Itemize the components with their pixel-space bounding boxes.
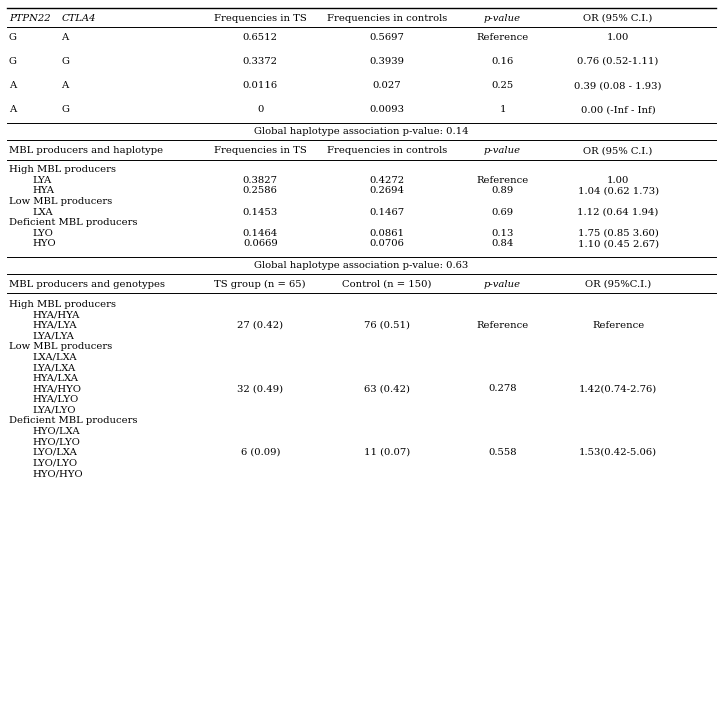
Text: G: G [9, 57, 17, 66]
Text: HYA/LYO: HYA/LYO [33, 395, 79, 404]
Text: 0.6512: 0.6512 [243, 33, 278, 42]
Text: High MBL producers: High MBL producers [9, 300, 116, 308]
Text: 0.0669: 0.0669 [243, 240, 278, 248]
Text: 0.89: 0.89 [492, 187, 513, 195]
Text: TS group (n = 65): TS group (n = 65) [215, 280, 306, 288]
Text: HYA/HYO: HYA/HYO [33, 385, 82, 393]
Text: 0: 0 [257, 105, 263, 114]
Text: 0.0093: 0.0093 [369, 105, 404, 114]
Text: HYA: HYA [33, 187, 54, 195]
Text: HYA/HYA: HYA/HYA [33, 310, 80, 319]
Text: 32 (0.49): 32 (0.49) [237, 385, 283, 393]
Text: Reference: Reference [592, 321, 644, 329]
Text: Low MBL producers: Low MBL producers [9, 342, 112, 351]
Text: 76 (0.51): 76 (0.51) [364, 321, 410, 329]
Text: A: A [61, 81, 69, 90]
Text: LYO/LYO: LYO/LYO [33, 459, 77, 467]
Text: A: A [9, 81, 16, 90]
Text: 0.1453: 0.1453 [243, 208, 278, 216]
Text: Deficient MBL producers: Deficient MBL producers [9, 416, 137, 425]
Text: 0.69: 0.69 [492, 208, 513, 216]
Text: LYA/LYO: LYA/LYO [33, 406, 76, 414]
Text: 0.3939: 0.3939 [369, 57, 404, 66]
Text: 0.1464: 0.1464 [243, 229, 278, 238]
Text: 1.12 (0.64 1.94): 1.12 (0.64 1.94) [578, 208, 659, 216]
Text: 0.278: 0.278 [488, 385, 517, 393]
Text: 0.027: 0.027 [372, 81, 401, 90]
Text: 11 (0.07): 11 (0.07) [364, 448, 410, 457]
Text: 0.0116: 0.0116 [243, 81, 278, 90]
Text: PTPN22: PTPN22 [9, 14, 51, 23]
Text: 0.39 (0.08 - 1.93): 0.39 (0.08 - 1.93) [574, 81, 662, 90]
Text: 0.2694: 0.2694 [369, 187, 404, 195]
Text: LYA: LYA [33, 176, 52, 185]
Text: LYA/LXA: LYA/LXA [33, 363, 76, 372]
Text: p-value: p-value [484, 280, 521, 288]
Text: 0.0706: 0.0706 [369, 240, 404, 248]
Text: 1.04 (0.62 1.73): 1.04 (0.62 1.73) [578, 187, 659, 195]
Text: LYO: LYO [33, 229, 54, 238]
Text: MBL producers and genotypes: MBL producers and genotypes [9, 280, 165, 288]
Text: Reference: Reference [476, 33, 529, 42]
Text: p-value: p-value [484, 14, 521, 23]
Text: 0.3372: 0.3372 [243, 57, 278, 66]
Text: 1.42(0.74-2.76): 1.42(0.74-2.76) [579, 385, 657, 393]
Text: Deficient MBL producers: Deficient MBL producers [9, 218, 137, 227]
Text: 0.4272: 0.4272 [369, 176, 404, 185]
Text: 0.0861: 0.0861 [369, 229, 404, 238]
Text: G: G [9, 33, 17, 42]
Text: LYA/LYA: LYA/LYA [33, 332, 74, 340]
Text: HYO: HYO [33, 240, 56, 248]
Text: 0.3827: 0.3827 [243, 176, 278, 185]
Text: 0.76 (0.52-1.11): 0.76 (0.52-1.11) [578, 57, 659, 66]
Text: OR (95% C.I.): OR (95% C.I.) [583, 146, 653, 155]
Text: Frequencies in TS: Frequencies in TS [214, 14, 307, 23]
Text: OR (95% C.I.): OR (95% C.I.) [583, 14, 653, 23]
Text: MBL producers and haplotype: MBL producers and haplotype [9, 146, 163, 155]
Text: 0.16: 0.16 [492, 57, 513, 66]
Text: LXA/LXA: LXA/LXA [33, 353, 77, 361]
Text: 6 (0.09): 6 (0.09) [241, 448, 280, 457]
Text: 63 (0.42): 63 (0.42) [364, 385, 410, 393]
Text: HYO/LXA: HYO/LXA [33, 427, 80, 436]
Text: p-value: p-value [484, 146, 521, 155]
Text: 1: 1 [500, 105, 505, 114]
Text: HYO/HYO: HYO/HYO [33, 469, 83, 478]
Text: 0.1467: 0.1467 [369, 208, 404, 216]
Text: 0.25: 0.25 [492, 81, 513, 90]
Text: Reference: Reference [476, 176, 529, 185]
Text: HYO/LYO: HYO/LYO [33, 438, 80, 446]
Text: G: G [61, 57, 69, 66]
Text: Frequencies in controls: Frequencies in controls [327, 14, 447, 23]
Text: 0.00 (-Inf - Inf): 0.00 (-Inf - Inf) [581, 105, 656, 114]
Text: 0.13: 0.13 [492, 229, 513, 238]
Text: 1.10 (0.45 2.67): 1.10 (0.45 2.67) [578, 240, 659, 248]
Text: OR (95%C.I.): OR (95%C.I.) [585, 280, 651, 288]
Text: 0.84: 0.84 [492, 240, 513, 248]
Text: 1.00: 1.00 [607, 176, 629, 185]
Text: Control (n = 150): Control (n = 150) [342, 280, 432, 288]
Text: 0.2586: 0.2586 [243, 187, 278, 195]
Text: Frequencies in controls: Frequencies in controls [327, 146, 447, 155]
Text: 27 (0.42): 27 (0.42) [237, 321, 283, 329]
Text: LYO/LXA: LYO/LXA [33, 448, 77, 457]
Text: A: A [9, 105, 16, 114]
Text: LXA: LXA [33, 208, 54, 216]
Text: HYA/LXA: HYA/LXA [33, 374, 79, 382]
Text: 1.53(0.42-5.06): 1.53(0.42-5.06) [579, 448, 657, 457]
Text: Low MBL producers: Low MBL producers [9, 197, 112, 206]
Text: 0.5697: 0.5697 [369, 33, 404, 42]
Text: CTLA4: CTLA4 [61, 14, 96, 23]
Text: G: G [61, 105, 69, 114]
Text: Frequencies in TS: Frequencies in TS [214, 146, 307, 155]
Text: Global haplotype association p-value: 0.63: Global haplotype association p-value: 0.… [254, 261, 469, 269]
Text: 0.558: 0.558 [488, 448, 517, 457]
Text: Reference: Reference [476, 321, 529, 329]
Text: 1.75 (0.85 3.60): 1.75 (0.85 3.60) [578, 229, 659, 238]
Text: High MBL producers: High MBL producers [9, 165, 116, 174]
Text: 1.00: 1.00 [607, 33, 629, 42]
Text: Global haplotype association p-value: 0.14: Global haplotype association p-value: 0.… [254, 127, 469, 136]
Text: A: A [61, 33, 69, 42]
Text: HYA/LYA: HYA/LYA [33, 321, 77, 329]
